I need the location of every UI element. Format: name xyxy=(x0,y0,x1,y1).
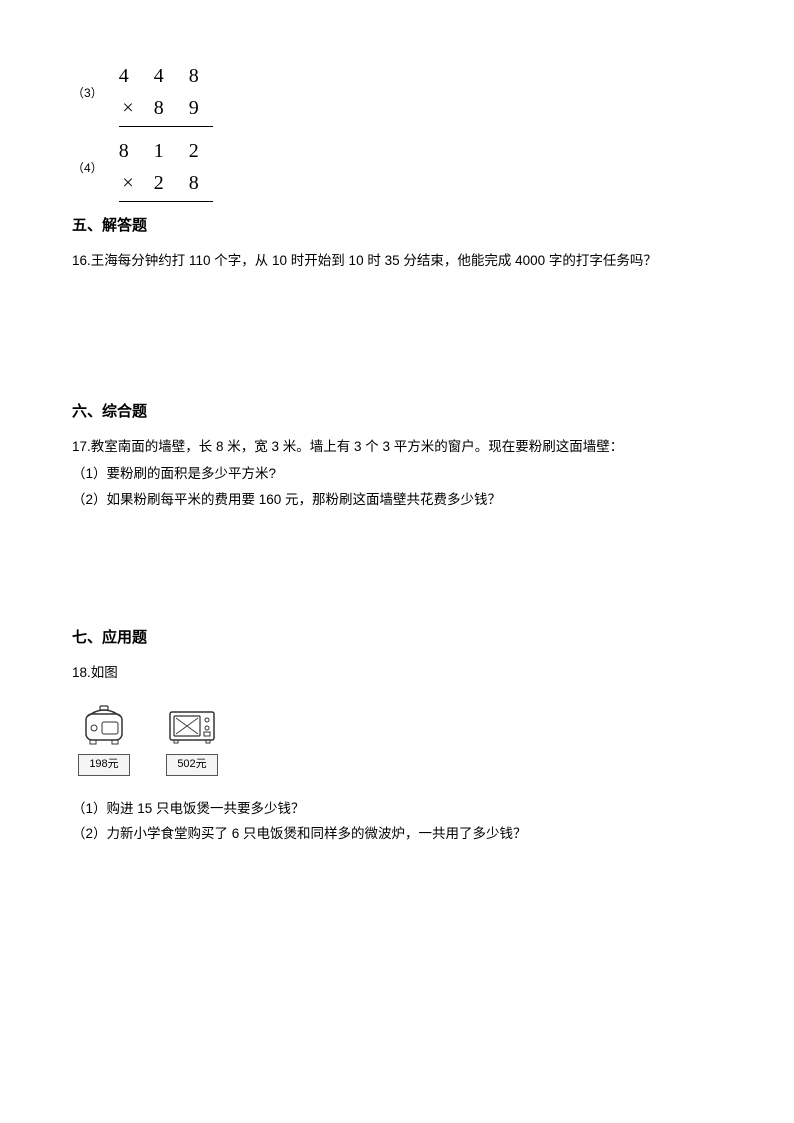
answer-space xyxy=(72,514,722,614)
multiplication-box: 4 4 8 × 8 9 xyxy=(119,60,213,127)
appliance-images: 198元 502元 xyxy=(78,698,722,776)
question-18-1: （1）购进 15 只电饭煲一共要多少钱？ xyxy=(72,798,722,820)
multiplier-row: × 8 9 xyxy=(119,92,213,127)
question-17-2: （2）如果粉刷每平米的费用要 160 元，那粉刷这面墙壁共花费多少钱？ xyxy=(72,489,722,511)
section-5-header: 五、解答题 xyxy=(72,214,722,238)
question-18: 18.如图 xyxy=(72,662,722,684)
microwave-icon xyxy=(166,698,218,750)
multiplier: 8 9 xyxy=(154,97,209,119)
times-sign: × xyxy=(122,172,133,194)
answer-space xyxy=(72,278,722,388)
multiplier-row: × 2 8 xyxy=(119,167,213,202)
rice-cooker: 198元 xyxy=(78,698,130,776)
section-7-header: 七、应用题 xyxy=(72,626,722,650)
multiplier: 2 8 xyxy=(154,172,209,194)
problem-label: （4） xyxy=(72,159,103,178)
multiplication-problem-3: （3） 4 4 8 × 8 9 xyxy=(72,60,722,127)
multiplication-problem-4: （4） 8 1 2 × 2 8 xyxy=(72,135,722,202)
rice-cooker-price: 198元 xyxy=(78,754,129,776)
question-16: 16.王海每分钟约打 110 个字，从 10 时开始到 10 时 35 分结束，… xyxy=(72,250,722,272)
microwave: 502元 xyxy=(166,698,218,776)
problem-label: （3） xyxy=(72,84,103,103)
multiplicand: 8 1 2 xyxy=(119,135,213,167)
question-17: 17.教室南面的墙壁，长 8 米，宽 3 米。墙上有 3 个 3 平方米的窗户。… xyxy=(72,436,722,458)
question-17-1: （1）要粉刷的面积是多少平方米? xyxy=(72,463,722,485)
multiplication-box: 8 1 2 × 2 8 xyxy=(119,135,213,202)
question-18-2: （2）力新小学食堂购买了 6 只电饭煲和同样多的微波炉，一共用了多少钱？ xyxy=(72,823,722,845)
rice-cooker-icon xyxy=(78,698,130,750)
microwave-price: 502元 xyxy=(166,754,217,776)
multiplicand: 4 4 8 xyxy=(119,60,213,92)
section-6-header: 六、综合题 xyxy=(72,400,722,424)
times-sign: × xyxy=(122,97,133,119)
